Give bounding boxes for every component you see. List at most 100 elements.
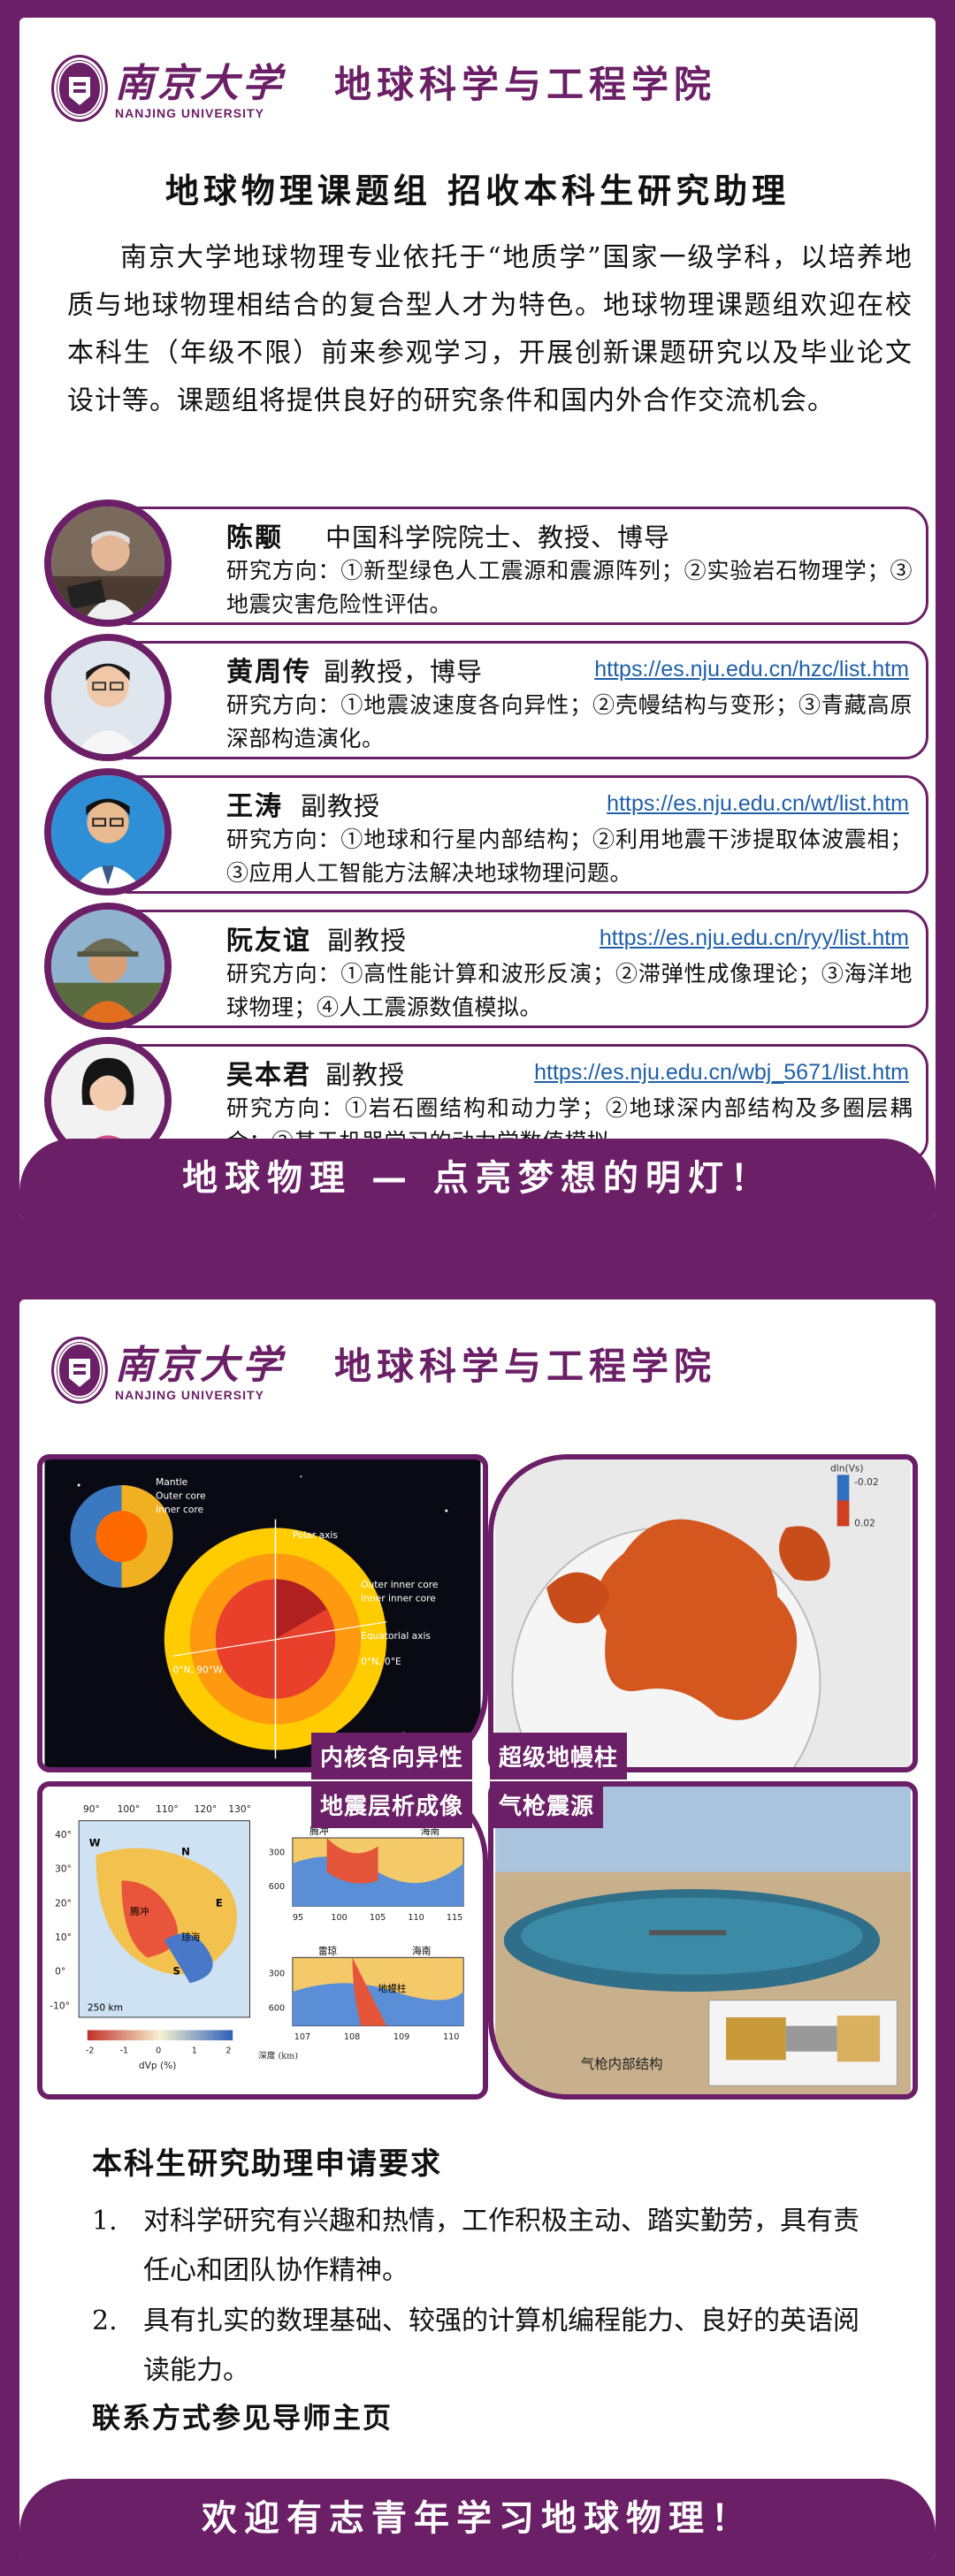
requirement-number: 1.	[92, 2206, 118, 2237]
map-lat-tick: -10°	[50, 2000, 70, 2011]
advisor-title: 副教授	[301, 791, 381, 821]
core-layer-label: Equatorial axis	[361, 1630, 431, 1642]
section-x-tick: 105	[370, 1913, 386, 1923]
advisor-card-frame	[106, 507, 928, 625]
advisor-photo	[44, 1037, 172, 1164]
school-header: 南京大学 NANJING UNIVERSITY 地球科学与工程学院	[51, 1337, 900, 1425]
earth-layer-label: Outer core	[156, 1490, 206, 1501]
core-layer-label: Outer inner core	[361, 1579, 438, 1590]
label-inner-core: 内核各向异性	[311, 1733, 473, 1780]
dvp-label: dVp (%)	[139, 2060, 177, 2071]
section-x-tick: 110	[443, 2032, 459, 2042]
contact-note: 联系方式参见导师主页	[92, 2401, 393, 2435]
map-lon-tick: 130°	[228, 1803, 251, 1815]
advisor-name: 王涛	[226, 791, 283, 822]
dvp-tick: 1	[192, 2046, 197, 2056]
section-place: 腾冲	[309, 1825, 328, 1837]
advisor-research: 研究方向：①高性能计算和波形反演；②滞弹性成像理论；③海洋地球物理；④人工震源数…	[226, 961, 913, 1020]
requirement-text: 具有扎实的数理基础、较强的计算机编程能力、良好的英语阅读能力。	[143, 2305, 860, 2386]
section-x-tick: 115	[447, 1913, 462, 1923]
advisor-research: 研究方向：①新型绿色人工震源和震源阵列；②实验岩石物理学；③地震灾害危险性评估。	[226, 558, 913, 617]
tomography-figure: 90° 100° 110° 120° 130° 40° 30° 20° 10° …	[37, 1781, 488, 2100]
map-lat-tick: 20°	[55, 1897, 72, 1909]
advisor-card: 黄周传 副教授，博导 https://es.nju.edu.cn/hzc/lis…	[44, 634, 928, 763]
requirement-item: 1. 对科学研究有兴趣和热情，工作积极主动、踏实勤劳，具有责任心和团队协作精神。	[92, 2197, 861, 2296]
research-panel: 南京大学 NANJING UNIVERSITY 地球科学与工程学院 Mantle…	[19, 1299, 936, 2558]
label-airgun: 气枪震源	[490, 1781, 604, 1828]
section-place: 海南	[412, 1945, 431, 1956]
section-place: 雷琼	[318, 1945, 338, 1956]
university-english-name: NANJING UNIVERSITY	[115, 1388, 264, 1402]
nju-seal-icon	[51, 55, 108, 122]
school-name: 地球科学与工程学院	[334, 63, 717, 106]
advisor-card-frame	[106, 775, 928, 894]
superplume-figure: dln(Vs) -0.02 0.02	[488, 1454, 918, 1772]
colorbar-tick: -0.02	[854, 1476, 879, 1488]
advisor-name: 阮友谊	[226, 926, 311, 956]
advisor-title: 副教授，博导	[324, 657, 484, 687]
section-x-tick: 110	[408, 1913, 424, 1923]
advisor-research: 研究方向：①地震波速度各向异性；②壳幔结构与变形；③青藏高原深部构造演化。	[226, 692, 913, 751]
section-note: 地幔柱	[378, 1983, 407, 1994]
map-lat-tick: 30°	[55, 1863, 72, 1875]
requirement-number: 2.	[92, 2305, 118, 2336]
earth-layer-label: Mantle	[156, 1476, 187, 1488]
colorbar-label: dln(Vs)	[830, 1463, 864, 1475]
slogan-banner: 地球物理 — 点亮梦想的明灯！	[19, 1139, 936, 1218]
requirement-item: 2. 具有扎实的数理基础、较强的计算机编程能力、良好的英语阅读能力。	[92, 2297, 861, 2396]
university-logo-text: 南京大学	[115, 1343, 285, 1388]
section-place: 海南	[421, 1825, 439, 1837]
advisor-name: 吴本君	[226, 1060, 311, 1091]
core-layer-label: Polar axis	[293, 1529, 338, 1541]
dvp-tick: -2	[86, 2046, 95, 2056]
section-depth-tick: 600	[269, 1882, 285, 1892]
dvp-tick: 2	[225, 2046, 231, 2056]
section-depth-tick: 600	[269, 2003, 285, 2013]
requirements-title: 本科生研究助理申请要求	[92, 2146, 442, 2182]
section-x-tick: 95	[293, 1913, 303, 1923]
school-name: 地球科学与工程学院	[334, 1345, 717, 1388]
advisor-photo	[44, 903, 172, 1030]
university-logo-text: 南京大学	[115, 61, 285, 106]
map-lat-tick: 40°	[55, 1829, 72, 1841]
advisor-photo	[44, 634, 172, 761]
requirement-text: 对科学研究有兴趣和热情，工作积极主动、踏实勤劳，具有责任心和团队协作精神。	[143, 2206, 860, 2286]
advisor-card-frame	[106, 910, 928, 1028]
university-english-name: NANJING UNIVERSITY	[115, 106, 264, 120]
section-x-tick: 109	[393, 2032, 409, 2042]
core-coord-label: 0°N, 0°E	[361, 1656, 401, 1667]
map-letter: S	[173, 1965, 180, 1978]
inner-core-figure: Mantle Outer core Inner core Polar axis …	[37, 1454, 488, 1772]
airgun-figure: 气枪内部结构	[488, 1781, 918, 2100]
label-tomography: 地震层析成像	[311, 1781, 473, 1828]
section-x-tick: 107	[294, 2032, 310, 2042]
advisor-research: 研究方向：①地球和行星内部结构；②利用地震干涉提取体波震相；③应用人工智能方法解…	[226, 827, 913, 886]
advisor-card: 阮友谊 副教授 https://es.nju.edu.cn/ryy/list.h…	[44, 903, 928, 1032]
advisor-title: 副教授	[325, 1060, 406, 1090]
map-lon-tick: 110°	[156, 1803, 179, 1815]
nju-seal-icon	[51, 1337, 108, 1404]
colorbar-tick: 0.02	[854, 1517, 875, 1528]
advisor-homepage-link[interactable]: https://es.nju.edu.cn/ryy/list.htm	[599, 926, 909, 950]
section-depth-tick: 300	[269, 1848, 285, 1857]
advisor-card-frame	[106, 641, 928, 759]
airgun-caption: 气枪内部结构	[581, 2056, 663, 2072]
map-letter: N	[181, 1845, 190, 1857]
map-lon-tick: 90°	[83, 1803, 100, 1815]
intro-paragraph: 南京大学地球物理专业依托于“地质学”国家一级学科，以培养地质与地球物理相结合的复…	[67, 242, 913, 416]
map-scale: 250 km	[88, 2001, 123, 2013]
map-letter: E	[216, 1896, 223, 1909]
section-x-tick: 100	[331, 1913, 347, 1923]
core-layer-label: Inner inner core	[361, 1592, 436, 1604]
advisor-title: 中国科学院院士、教授、博导	[325, 522, 671, 553]
advisor-homepage-link[interactable]: https://es.nju.edu.cn/wbj_5671/list.htm	[534, 1060, 909, 1085]
recruitment-panel: 南京大学 NANJING UNIVERSITY 地球科学与工程学院 地球物理课题…	[19, 18, 936, 1218]
advisor-name: 陈颙	[226, 522, 283, 553]
map-place: 琼海	[181, 1932, 201, 1943]
dvp-tick: 0	[156, 2046, 161, 2056]
advisor-homepage-link[interactable]: https://es.nju.edu.cn/hzc/list.htm	[594, 657, 909, 682]
recruitment-title: 地球物理课题组 招收本科生研究助理	[164, 171, 791, 210]
advisor-homepage-link[interactable]: https://es.nju.edu.cn/wt/list.htm	[607, 791, 909, 816]
depth-axis-label: 深度 (km)	[258, 2050, 298, 2061]
map-letter: W	[89, 1837, 101, 1849]
